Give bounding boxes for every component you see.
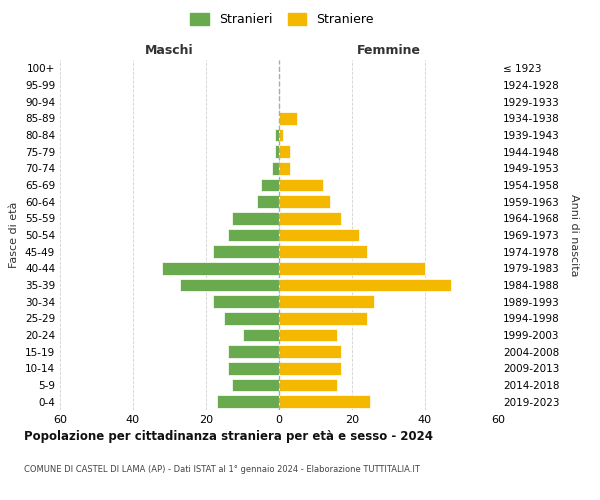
Bar xyxy=(232,212,279,224)
Bar xyxy=(275,129,279,141)
Bar xyxy=(279,329,337,341)
Bar xyxy=(279,229,359,241)
Bar xyxy=(228,362,279,374)
Bar xyxy=(279,112,297,124)
Text: Popolazione per cittadinanza straniera per età e sesso - 2024: Popolazione per cittadinanza straniera p… xyxy=(24,430,433,443)
Bar xyxy=(228,229,279,241)
Bar xyxy=(162,262,279,274)
Text: COMUNE DI CASTEL DI LAMA (AP) - Dati ISTAT al 1° gennaio 2024 - Elaborazione TUT: COMUNE DI CASTEL DI LAMA (AP) - Dati IST… xyxy=(24,465,420,474)
Bar xyxy=(242,329,279,341)
Bar xyxy=(279,362,341,374)
Bar xyxy=(257,196,279,208)
Bar xyxy=(279,146,290,158)
Bar xyxy=(279,279,451,291)
Bar xyxy=(279,262,425,274)
Bar xyxy=(279,312,367,324)
Bar xyxy=(279,296,374,308)
Bar xyxy=(279,179,323,192)
Bar xyxy=(279,162,290,174)
Legend: Stranieri, Straniere: Stranieri, Straniere xyxy=(187,8,377,30)
Bar xyxy=(279,396,370,408)
Y-axis label: Fasce di età: Fasce di età xyxy=(10,202,19,268)
Bar xyxy=(228,346,279,358)
Bar xyxy=(279,196,330,208)
Bar xyxy=(214,296,279,308)
Y-axis label: Anni di nascita: Anni di nascita xyxy=(569,194,579,276)
Bar xyxy=(272,162,279,174)
Bar xyxy=(214,246,279,258)
Bar xyxy=(232,379,279,391)
Text: Femmine: Femmine xyxy=(356,44,421,57)
Bar xyxy=(279,129,283,141)
Bar xyxy=(279,212,341,224)
Bar xyxy=(279,246,367,258)
Bar xyxy=(224,312,279,324)
Bar xyxy=(279,346,341,358)
Bar xyxy=(181,279,279,291)
Bar xyxy=(275,146,279,158)
Text: Maschi: Maschi xyxy=(145,44,194,57)
Bar xyxy=(261,179,279,192)
Bar xyxy=(217,396,279,408)
Bar xyxy=(279,379,337,391)
